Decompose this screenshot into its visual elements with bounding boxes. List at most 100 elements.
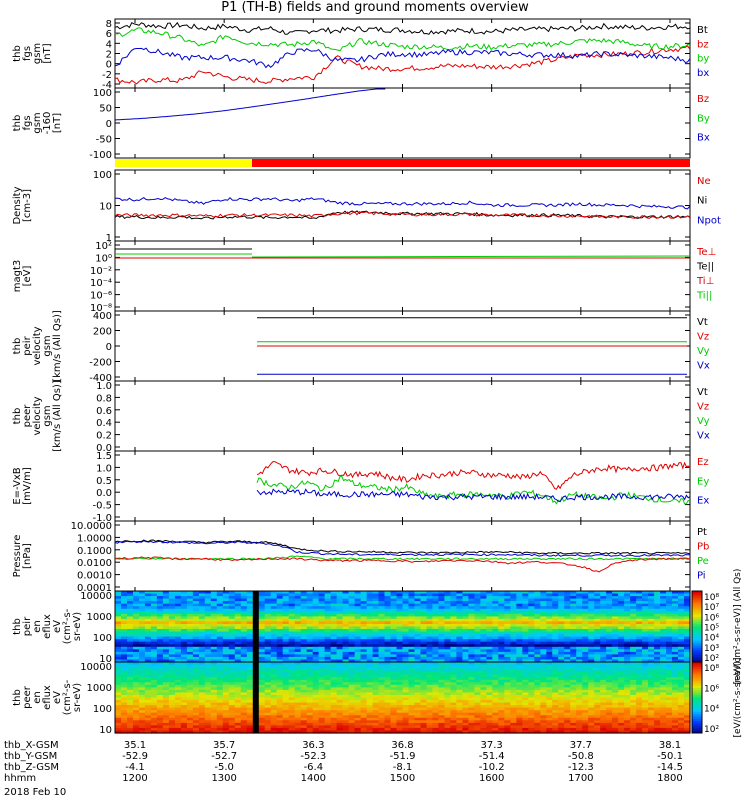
footer-value: -51.4 xyxy=(479,751,505,762)
legend-label: Pe xyxy=(697,556,709,567)
legend-label: Pt xyxy=(697,527,707,538)
electron-spectrogram xyxy=(115,662,691,734)
series-line xyxy=(114,21,691,35)
y-tick-label: -200 xyxy=(89,358,112,369)
colorbar-tick-label: 10⁴ xyxy=(704,705,719,715)
footer-value: -4.1 xyxy=(125,762,145,773)
y-tick-label: 1.0 xyxy=(96,463,112,474)
legend-label: Bz xyxy=(697,94,709,105)
y-axis-label: [nT] xyxy=(42,43,53,63)
y-tick-label: 1.0 xyxy=(96,381,112,392)
y-tick-label: 1 xyxy=(106,233,112,244)
legend-label: Vt xyxy=(697,387,708,398)
y-tick-label: 1.5 xyxy=(96,451,112,462)
legend-label: Ti|| xyxy=(696,291,712,302)
y-axis-label: eV xyxy=(52,620,63,633)
y-axis-label: sr-eV) xyxy=(72,683,83,712)
y-tick-label: -400 xyxy=(89,373,112,384)
y-tick-label: 100 xyxy=(93,633,112,644)
panel-frame xyxy=(114,87,691,159)
footer-row-label: thb_Y-GSM xyxy=(4,751,57,762)
y-tick-label: 0.4 xyxy=(96,418,112,429)
series-line xyxy=(114,211,691,219)
footer-row-label: hhmm xyxy=(4,773,36,784)
y-axis-label: sr-eV) xyxy=(72,612,83,641)
y-axis-label: [nPa] xyxy=(22,543,33,569)
legend-label: Ex xyxy=(697,496,709,507)
y-axis-label: Density xyxy=(12,186,23,224)
ion-spectrogram xyxy=(115,591,691,663)
panel-frame xyxy=(114,450,691,522)
y-tick-label: 8 xyxy=(106,19,112,30)
series-line xyxy=(114,539,691,555)
legend-label: Vz xyxy=(697,402,709,413)
footer-value: 37.3 xyxy=(481,740,503,751)
y-tick-label: 10⁻⁶ xyxy=(90,291,112,302)
y-tick-label: 10⁻⁸ xyxy=(90,303,112,314)
y-axis-label: eflux xyxy=(42,685,53,710)
legend-label: Npot xyxy=(697,215,721,226)
y-tick-label: 400 xyxy=(93,311,112,322)
y-tick-label: 0.0 xyxy=(96,443,112,454)
footer-value: 1800 xyxy=(657,773,682,784)
y-tick-label: 0.0 xyxy=(96,488,112,499)
series-line xyxy=(114,47,691,69)
footer-value: -50.1 xyxy=(657,751,683,762)
legend-label: bz xyxy=(697,39,709,50)
y-axis-label: thb xyxy=(12,408,23,425)
y-axis-label: thb xyxy=(12,689,23,706)
footer-value: 36.8 xyxy=(391,740,413,751)
legend-label: Vx xyxy=(697,361,710,372)
colorbar-label: [eV/(cm²-s-sr-eV)] (All Qs) xyxy=(733,569,743,685)
y-axis-label: eflux xyxy=(42,614,53,639)
footer-value: -6.4 xyxy=(304,762,324,773)
y-axis-label: Pressure xyxy=(12,535,23,578)
legend-label: Bx xyxy=(697,133,710,144)
series-line xyxy=(114,27,691,52)
y-tick-label: 100 xyxy=(93,88,112,99)
y-tick-label: 0.0001 xyxy=(77,583,112,594)
y-axis-label: [cm-3] xyxy=(22,189,33,222)
legend-label: Te⊥ xyxy=(696,247,716,258)
y-axis-label: thb xyxy=(12,338,23,355)
legend-label: Pb xyxy=(697,542,709,553)
footer-value: 1300 xyxy=(211,773,236,784)
y-axis-label: gsm xyxy=(42,405,53,426)
legend-label: Vx xyxy=(697,431,710,442)
y-axis-label: [eV] xyxy=(22,266,33,287)
y-axis-label: en xyxy=(32,691,43,704)
y-tick-label: 10000 xyxy=(80,591,112,602)
legend-label: Vy xyxy=(697,416,710,427)
legend-label: By xyxy=(697,113,710,124)
y-tick-label: 1.0000 xyxy=(77,533,112,544)
y-tick-label: 0 xyxy=(106,60,112,71)
y-axis-label: E=-VxB xyxy=(12,467,23,504)
legend-label: Pi xyxy=(697,571,706,582)
footer-value: 1400 xyxy=(301,773,326,784)
series-line xyxy=(114,45,691,85)
y-axis-label: peer xyxy=(22,404,33,428)
footer-value: 36.3 xyxy=(302,740,324,751)
y-tick-label: 10⁻² xyxy=(90,266,112,277)
y-axis-label: fgs xyxy=(22,46,33,61)
y-tick-label: -50 xyxy=(96,135,112,146)
colorbar-tick-label: 10³ xyxy=(704,644,719,654)
colorbar-tick-label: 10⁷ xyxy=(704,603,719,613)
colorbar-tick-label: 10⁶ xyxy=(704,613,719,623)
legend-label: Ey xyxy=(697,476,709,487)
y-tick-label: 100 xyxy=(93,170,112,181)
y-tick-label: 100 xyxy=(93,704,112,715)
footer-value: 35.1 xyxy=(124,740,146,751)
series-line xyxy=(114,540,690,557)
footer-value: -51.9 xyxy=(390,751,416,762)
y-tick-label: 2 xyxy=(106,50,112,61)
y-axis-label: peir xyxy=(22,335,33,355)
y-axis-label: velocity xyxy=(32,396,43,435)
colorbar-tick-label: 10⁴ xyxy=(704,634,719,644)
footer-value: -52.3 xyxy=(300,751,326,762)
footer-value: -12.3 xyxy=(568,762,594,773)
series-line xyxy=(115,556,691,573)
colorbar-tick-label: 10⁸ xyxy=(704,593,719,603)
series-line xyxy=(256,475,691,505)
footer-value: -52.7 xyxy=(211,751,237,762)
